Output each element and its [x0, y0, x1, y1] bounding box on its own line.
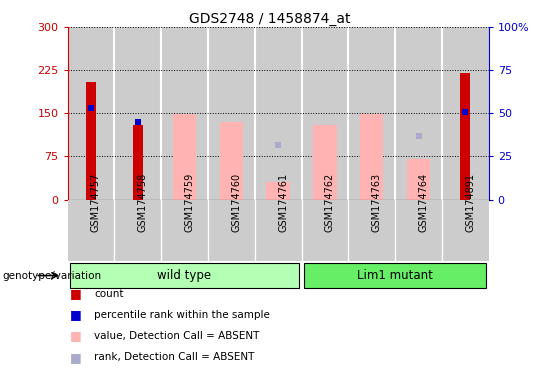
Text: GSM174891: GSM174891 — [465, 173, 475, 232]
Text: ■: ■ — [70, 308, 82, 321]
Bar — [68, 200, 114, 261]
Text: ■: ■ — [70, 287, 82, 300]
Bar — [86, 82, 96, 200]
Bar — [301, 27, 348, 200]
Bar — [161, 200, 208, 261]
Text: GSM174759: GSM174759 — [185, 173, 194, 232]
Bar — [360, 114, 383, 200]
Text: value, Detection Call = ABSENT: value, Detection Call = ABSENT — [94, 331, 260, 341]
Bar — [173, 114, 196, 200]
Bar — [348, 27, 395, 200]
Text: percentile rank within the sample: percentile rank within the sample — [94, 310, 271, 320]
Bar — [255, 27, 301, 200]
Bar — [442, 27, 489, 200]
Bar — [220, 122, 243, 200]
Bar — [114, 200, 161, 261]
Text: GSM174758: GSM174758 — [138, 173, 148, 232]
Bar — [68, 27, 114, 200]
Text: GSM174757: GSM174757 — [91, 173, 101, 232]
Text: GSM174760: GSM174760 — [231, 173, 241, 232]
Text: count: count — [94, 289, 124, 299]
Text: ■: ■ — [70, 351, 82, 364]
Bar — [208, 200, 255, 261]
Bar — [407, 159, 430, 200]
Text: wild type: wild type — [158, 269, 212, 282]
Bar — [395, 200, 442, 261]
Text: rank, Detection Call = ABSENT: rank, Detection Call = ABSENT — [94, 352, 255, 362]
Bar — [208, 27, 255, 200]
Bar — [313, 125, 336, 200]
Bar — [132, 125, 143, 200]
Text: GSM174764: GSM174764 — [418, 173, 429, 232]
Text: ■: ■ — [70, 329, 82, 343]
Bar — [301, 200, 348, 261]
Bar — [348, 200, 395, 261]
Text: GDS2748 / 1458874_at: GDS2748 / 1458874_at — [189, 12, 351, 25]
Bar — [161, 27, 208, 200]
FancyBboxPatch shape — [70, 263, 299, 288]
Bar — [255, 200, 301, 261]
Bar — [395, 27, 442, 200]
Text: GSM174761: GSM174761 — [278, 173, 288, 232]
FancyBboxPatch shape — [304, 263, 487, 288]
Text: Lim1 mutant: Lim1 mutant — [357, 269, 433, 282]
Bar — [442, 200, 489, 261]
Bar — [460, 73, 470, 200]
Text: genotype/variation: genotype/variation — [3, 270, 102, 281]
Text: GSM174762: GSM174762 — [325, 173, 335, 232]
Text: GSM174763: GSM174763 — [372, 173, 382, 232]
Bar — [114, 27, 161, 200]
Bar — [266, 182, 290, 200]
